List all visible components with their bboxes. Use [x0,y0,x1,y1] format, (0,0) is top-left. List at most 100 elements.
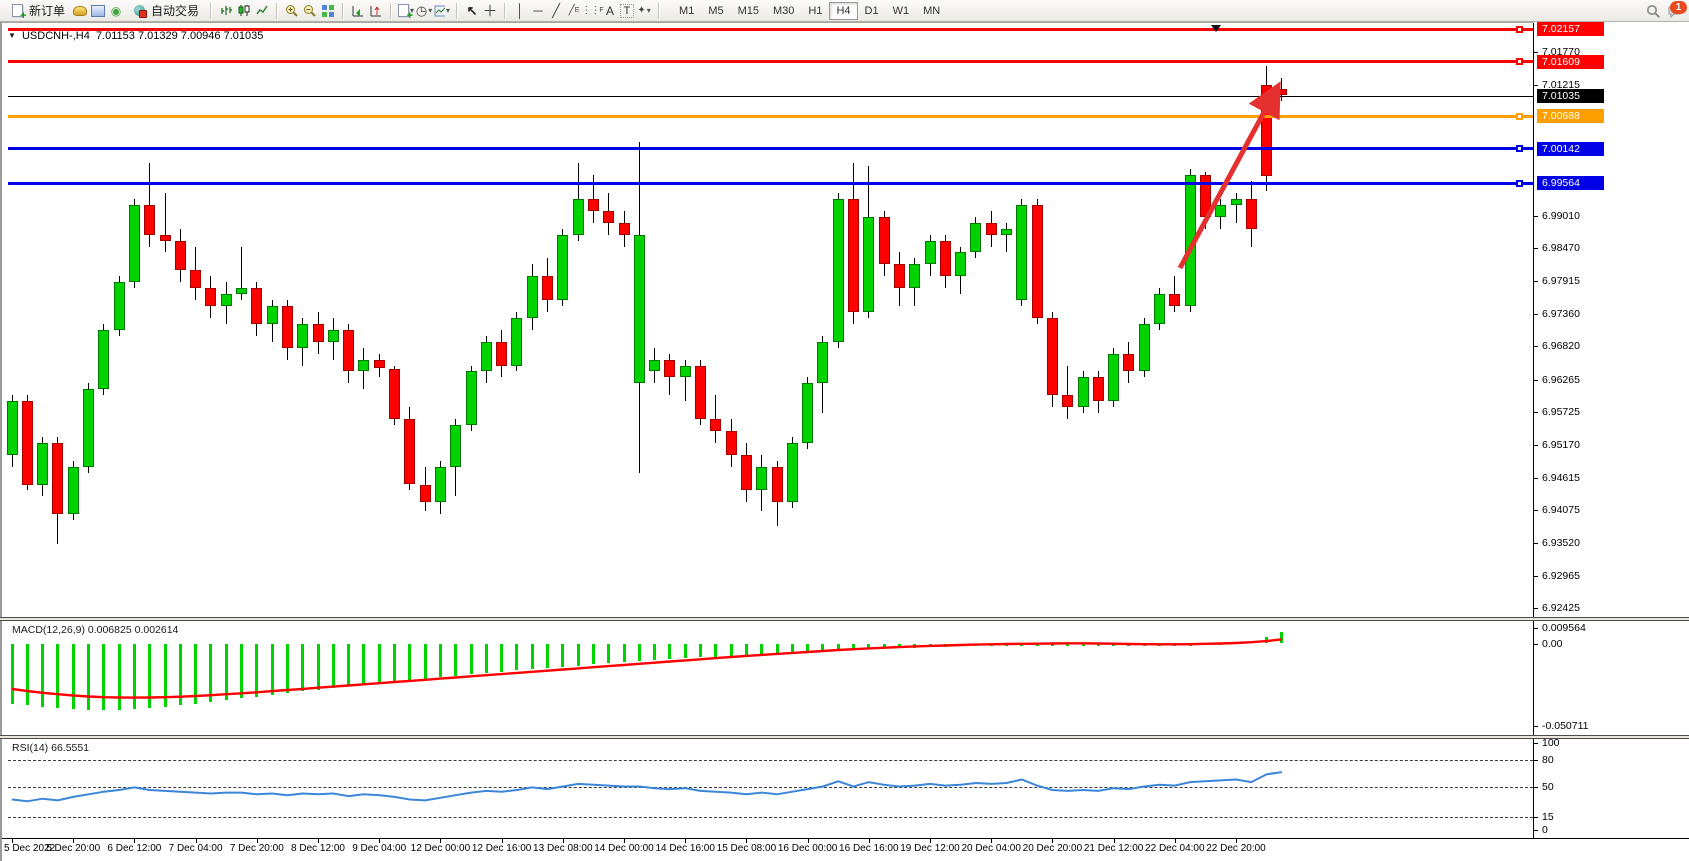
horizontal-line-object[interactable] [8,27,1533,31]
macd-histogram-bar [744,643,748,655]
vertical-line-icon[interactable]: │ [515,3,525,18]
macd-histogram-bar [255,643,259,697]
price-tick-label: 6.92425 [1542,601,1580,614]
macd-histogram-bar [1173,643,1177,646]
hline-drag-handle[interactable] [1516,112,1523,120]
auto-scroll-icon[interactable] [350,3,366,19]
candle-wick [149,163,151,247]
timeframe-h1[interactable]: H1 [808,4,823,17]
time-axis-label: 5 Dec 20:00 [46,843,101,854]
timeframe-m1[interactable]: M1 [679,4,695,17]
trendline-icon[interactable]: ╱ [552,2,560,18]
bars-chart-icon[interactable] [218,3,234,19]
text-label-icon[interactable]: T [620,3,635,18]
candle [618,222,630,235]
horizontal-line-object[interactable] [8,114,1533,118]
arrows-tool-button[interactable]: ✦ ▾ [637,5,651,16]
cycle-lines-icon[interactable]: ⋮⋮ F [581,5,603,16]
timeframe-m30[interactable]: M30 [773,4,795,17]
time-axis-label: 20 Dec 04:00 [961,843,1021,854]
autotrade-button[interactable]: 自动交易 [126,1,204,21]
time-axis-label: 14 Dec 16:00 [655,843,715,854]
macd-histogram-bar [285,643,289,694]
notifications-icon[interactable]: 1 [1667,1,1687,19]
price-tick [1533,411,1538,413]
price-line-badge: 7.01609 [1537,54,1604,69]
separator [390,2,393,19]
timeframe-h4[interactable]: H4 [829,1,858,20]
timeframe-w1[interactable]: W1 [892,4,910,17]
macd-histogram-bar [331,643,335,688]
chevron-down-icon[interactable]: ▼ [8,31,16,40]
macd-histogram-bar [959,643,963,647]
candle [480,341,492,372]
horizontal-line-object[interactable] [8,147,1533,151]
signals-icon[interactable]: ◉ [110,3,122,18]
macd-histogram-bar [117,643,121,710]
new-order-label: 新订单 [29,4,66,18]
macd-histogram-bar [25,643,29,706]
crosshair-icon[interactable]: ＋ [482,3,498,20]
candle [1108,353,1120,402]
templates-button[interactable]: ▾ [434,3,450,19]
macd-histogram-bar [469,643,473,675]
candle [327,329,339,342]
hline-drag-handle[interactable] [1516,25,1523,33]
chart-shift-icon[interactable] [368,3,384,19]
price-axis[interactable] [1534,22,1689,838]
periods-button[interactable]: ◷ ▾ [415,2,433,18]
zoom-out-icon[interactable] [302,3,318,19]
macd-histogram-bar [637,643,641,662]
new-order-button[interactable]: 新订单 [4,1,70,22]
candle [205,288,217,307]
timeframe-mn[interactable]: MN [923,4,941,17]
macd-histogram-bar [561,643,565,667]
candle [1215,204,1227,217]
candle [37,442,49,485]
candle [725,430,737,455]
candle [587,198,599,211]
fibonacci-icon[interactable]: ╱ E [568,5,580,16]
macd-histogram-bar [1035,643,1039,646]
macd-histogram-bar [683,643,687,659]
timeframe-m15[interactable]: M15 [737,4,759,17]
chart-title: ▼ USDCNH-,H4 7.01153 7.01329 7.00946 7.0… [8,30,263,42]
profile-icon[interactable] [72,3,88,19]
candle [144,204,156,235]
window-left-border [0,22,2,861]
timeframe-d1[interactable]: D1 [864,4,879,17]
candle [1062,395,1074,408]
horizontal-line-object[interactable] [8,60,1533,64]
indicators-button[interactable]: ▾ [398,3,414,22]
macd-splitter[interactable] [0,617,1689,621]
hline-drag-handle[interactable] [1516,179,1523,187]
macd-histogram-bar [1112,643,1116,646]
zoom-in-icon[interactable] [284,3,300,19]
time-axis-label: 20 Dec 20:00 [1022,843,1083,854]
horizontal-line-object[interactable] [8,181,1533,185]
horizontal-line-icon[interactable]: ─ [533,3,543,18]
candle [6,401,18,455]
rsi-splitter[interactable] [0,735,1689,739]
macd-scale-label: 0.00 [1542,637,1563,650]
macd-histogram-bar [393,643,396,682]
rsi-tick [1533,816,1538,818]
macd-histogram-bar [714,643,718,657]
macd-histogram-bar [836,643,840,651]
candle [128,204,140,283]
candlestick-chart-icon[interactable] [236,3,252,19]
hline-drag-handle[interactable] [1516,145,1523,153]
chart-window-icon[interactable] [90,3,106,19]
current-price-line [8,95,1533,97]
tile-windows-icon[interactable] [320,3,336,19]
cursor-icon[interactable]: ↖ [466,2,478,18]
line-chart-icon[interactable] [254,3,270,19]
search-icon[interactable] [1645,3,1661,19]
chart-shift-marker[interactable] [1211,25,1221,32]
text-icon[interactable]: A [606,3,615,18]
candle [572,198,584,235]
timeframe-m5[interactable]: M5 [708,4,724,17]
macd-histogram-bar [301,643,305,692]
hline-drag-handle[interactable] [1516,58,1523,66]
